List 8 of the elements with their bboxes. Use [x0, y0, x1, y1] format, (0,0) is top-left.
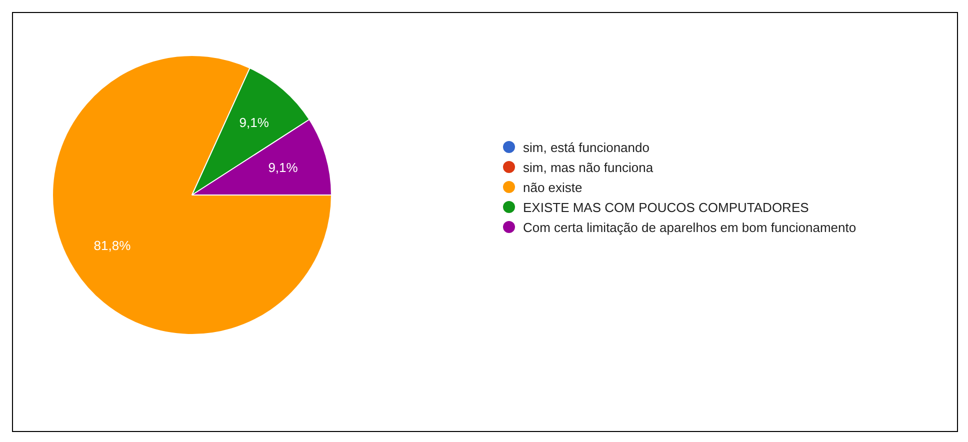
- legend-label: sim, mas não funciona: [523, 159, 654, 176]
- legend-label: não existe: [523, 179, 582, 196]
- legend-label: sim, está funcionando: [523, 139, 650, 156]
- data-label: 9,1%: [239, 114, 270, 130]
- legend-label: Com certa limitação de aparelhos em bom funcionamento: [523, 219, 856, 236]
- legend-label: EXISTE MAS COM POUCOS COMPUTADORES: [523, 199, 809, 216]
- data-label: 9,1%: [268, 160, 298, 175]
- data-label: 81,8%: [94, 238, 132, 253]
